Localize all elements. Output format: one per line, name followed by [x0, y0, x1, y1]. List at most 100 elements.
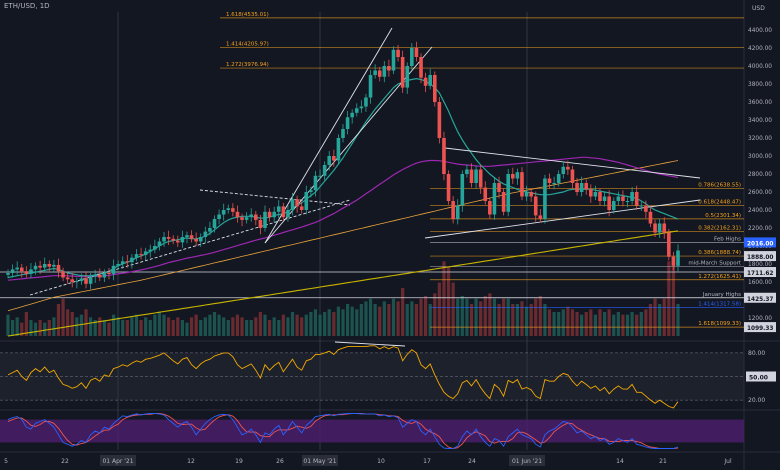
volume-bar [89, 317, 93, 336]
candle-body [428, 75, 432, 86]
volume-bar [70, 312, 74, 336]
level-label: 1.414(4205.97) [226, 41, 269, 47]
volume-bar [419, 298, 423, 336]
time-tick-label: 24 [468, 458, 476, 465]
time-tick-label: Jul [723, 458, 732, 465]
volume-bar [451, 282, 455, 336]
volume-bar [557, 312, 561, 336]
candle-body [662, 223, 667, 233]
volume-bar [33, 322, 38, 336]
volume-bar [488, 293, 492, 336]
candle-body [143, 251, 148, 255]
time-tick-label: 10 [377, 458, 385, 465]
volume-bar [222, 317, 226, 336]
price-tag-value: 2016.00 [747, 241, 773, 247]
candle-body [70, 279, 75, 282]
level-label: 0.618(2448.47) [698, 200, 741, 206]
volume-bar [107, 322, 111, 336]
candle-body [102, 273, 107, 278]
volume-bar [263, 314, 267, 336]
volume-bar [24, 312, 28, 336]
volume-bar [47, 320, 51, 336]
volume-bar [304, 314, 308, 336]
candle-body [286, 210, 290, 218]
volume-bar [345, 304, 350, 336]
volume-bar [144, 317, 148, 336]
symbol-line: ETH/USD, 1D [4, 2, 50, 10]
candle-body [432, 75, 437, 102]
volume-bar [111, 314, 116, 336]
candle-body [598, 192, 602, 201]
volume-bar [373, 304, 377, 336]
candles [6, 41, 680, 290]
candle-body [442, 138, 446, 174]
candle-body [130, 257, 134, 263]
candle-body [42, 264, 47, 268]
candle-body [639, 205, 644, 207]
candle-body [272, 211, 276, 218]
candle-body [510, 174, 515, 179]
volume-bar [658, 304, 662, 336]
candle-body [258, 219, 263, 228]
volume-bar [15, 317, 19, 336]
candle-body [446, 174, 451, 201]
candle-body [648, 211, 653, 224]
ma-mid-line [7, 156, 679, 281]
price-tag-bg [744, 292, 776, 303]
rsi-tick-label: 80.00 [748, 350, 765, 357]
volume-bar [534, 298, 538, 336]
volume-bar [272, 317, 276, 336]
candle-body [332, 156, 336, 161]
volume-bar [410, 301, 414, 336]
candle-body [38, 265, 42, 268]
candle-body [79, 278, 84, 282]
candle-body [547, 178, 552, 183]
candle-body [451, 201, 455, 219]
candle-body [469, 169, 474, 183]
candle-body [584, 183, 589, 190]
volume-bar [61, 298, 65, 336]
stoch-k-line [7, 413, 679, 449]
candle-body [676, 250, 680, 266]
price-tick-label: 1600.00 [748, 280, 772, 286]
volume-bar [405, 304, 409, 336]
volume-bar [162, 314, 166, 336]
volume-bar [245, 320, 249, 336]
candle-body [134, 254, 139, 258]
candle-body [309, 190, 313, 192]
candle-body [354, 108, 359, 113]
candle-body [217, 214, 221, 219]
candle-body [198, 237, 203, 242]
volume-bar [575, 312, 579, 336]
volume-bar [341, 309, 345, 336]
candle-body [336, 138, 341, 161]
candle-body [410, 48, 414, 66]
time-tick-label: 19 [235, 458, 243, 465]
volume-bar [612, 314, 616, 336]
volume-bar [148, 320, 152, 336]
candle-body [593, 192, 598, 197]
candle-body [634, 192, 639, 206]
volume-bar [469, 304, 474, 336]
level-label: 1.618(4535.01) [226, 12, 269, 18]
volume-bar [267, 320, 272, 336]
candle-body [263, 211, 267, 228]
volume-bar [235, 314, 240, 336]
candle-body [579, 183, 584, 192]
volume-bar [382, 301, 386, 336]
ma-slow-line [7, 160, 679, 312]
volume-bar [529, 304, 533, 336]
candle-body [6, 273, 10, 275]
volume-bar [318, 314, 322, 336]
volume-bar [506, 298, 510, 336]
candle-body [423, 77, 428, 86]
candle-body [175, 240, 180, 243]
candle-body [667, 232, 671, 257]
candle-body [231, 208, 235, 212]
candle-body [671, 256, 676, 266]
time-tick-label: 22 [61, 458, 69, 465]
volume-bar [38, 320, 42, 336]
volume-bar [10, 320, 15, 336]
